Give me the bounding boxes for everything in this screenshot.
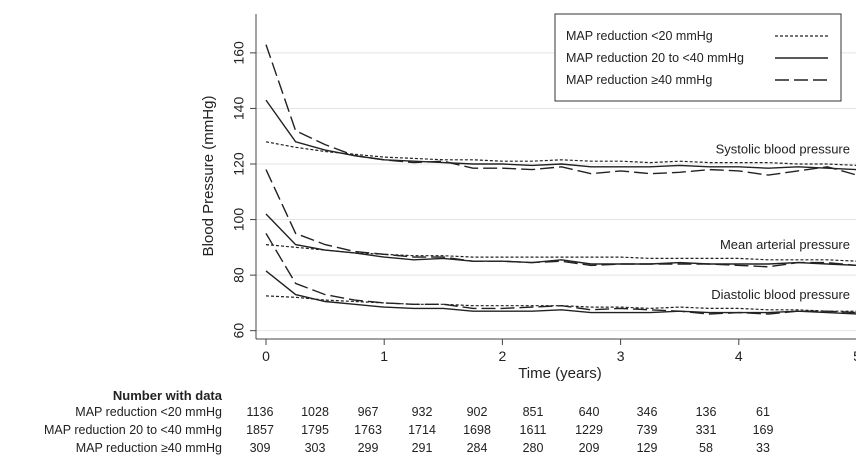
risk-cell: 280 bbox=[522, 441, 544, 455]
series-line bbox=[265, 244, 856, 262]
risk-cell: 33 bbox=[756, 441, 770, 455]
y-axis-ticks: 60 80 100 120 140 160 bbox=[231, 41, 256, 338]
y-tick-label: 100 bbox=[231, 208, 247, 232]
blood-pressure-chart: 60 80 100 120 140 160 0 1 2 3 4 5 Blood Pressure (… bbox=[200, 13, 856, 382]
legend-label: MAP reduction 20 to <40 mmHg bbox=[566, 51, 744, 65]
series-line bbox=[265, 169, 856, 268]
x-axis-ticks: 0 1 2 3 4 5 bbox=[262, 339, 856, 364]
risk-cell: 851 bbox=[522, 405, 544, 419]
risk-cell: 902 bbox=[466, 405, 488, 419]
risk-cell: 1763 bbox=[354, 423, 382, 437]
legend: MAP reduction <20 mmHg MAP reduction 20 t… bbox=[554, 13, 842, 102]
series-line bbox=[265, 99, 856, 171]
group-annotation: Diastolic blood pressure bbox=[711, 287, 850, 302]
group-annotations: Systolic blood pressure Mean arterial pre… bbox=[711, 141, 850, 302]
risk-row-label: MAP reduction 20 to <40 mmHg bbox=[44, 423, 222, 437]
risk-cell: 331 bbox=[695, 423, 717, 437]
risk-cell: 967 bbox=[357, 405, 379, 419]
risk-cell: 129 bbox=[636, 441, 658, 455]
legend-label: MAP reduction ≥40 mmHg bbox=[566, 73, 712, 87]
y-tick-label: 160 bbox=[231, 41, 247, 65]
group-annotation: Systolic blood pressure bbox=[716, 141, 850, 156]
risk-cell: 1028 bbox=[301, 405, 329, 419]
risk-cell: 309 bbox=[249, 441, 271, 455]
risk-cell: 1795 bbox=[301, 423, 329, 437]
y-tick-label: 60 bbox=[231, 323, 247, 339]
x-tick-label: 3 bbox=[617, 348, 625, 364]
risk-cell: 291 bbox=[411, 441, 433, 455]
risk-cell: 303 bbox=[304, 441, 326, 455]
risk-table-heading: Number with data bbox=[112, 388, 222, 403]
x-tick-label: 0 bbox=[262, 348, 270, 364]
risk-cell: 1611 bbox=[519, 423, 547, 437]
x-tick-label: 5 bbox=[853, 348, 856, 364]
risk-table-row: MAP reduction <20 mmHg 1136 1028 967 932 902 8… bbox=[0, 405, 856, 421]
risk-table-row: MAP reduction ≥40 mmHg 309 303 299 291 284 280… bbox=[0, 441, 856, 457]
x-tick-label: 4 bbox=[735, 348, 743, 364]
series-line bbox=[265, 44, 856, 176]
series-lines bbox=[265, 44, 856, 315]
risk-table-row: MAP reduction 20 to <40 mmHg 1857 1795 1763… bbox=[0, 423, 856, 439]
x-tick-label: 2 bbox=[499, 348, 507, 364]
series-line bbox=[265, 141, 856, 166]
y-tick-label: 120 bbox=[231, 152, 247, 176]
risk-cell: 1698 bbox=[463, 423, 491, 437]
y-tick-label: 140 bbox=[231, 97, 247, 121]
risk-cell: 1229 bbox=[575, 423, 603, 437]
series-line bbox=[265, 233, 856, 315]
y-axis-title: Blood Pressure (mmHg) bbox=[200, 96, 217, 257]
risk-cell: 284 bbox=[466, 441, 488, 455]
x-axis-title: Time (years) bbox=[518, 365, 602, 382]
series-line bbox=[265, 270, 856, 315]
risk-cell: 346 bbox=[636, 405, 658, 419]
group-annotation: Mean arterial pressure bbox=[720, 237, 850, 252]
y-tick-label: 80 bbox=[231, 267, 247, 283]
risk-cell: 209 bbox=[578, 441, 600, 455]
risk-cell: 169 bbox=[752, 423, 774, 437]
risk-row-label: MAP reduction ≥40 mmHg bbox=[75, 441, 222, 455]
risk-cell: 640 bbox=[578, 405, 600, 419]
risk-cell: 1857 bbox=[246, 423, 274, 437]
risk-cell: 58 bbox=[699, 441, 713, 455]
x-tick-label: 1 bbox=[380, 348, 388, 364]
risk-cell: 299 bbox=[357, 441, 379, 455]
risk-cell: 1136 bbox=[246, 405, 274, 419]
risk-cell: 1714 bbox=[408, 423, 436, 437]
risk-cell: 136 bbox=[695, 405, 717, 419]
risk-row-label: MAP reduction <20 mmHg bbox=[75, 405, 222, 419]
risk-cell: 932 bbox=[411, 405, 433, 419]
axes bbox=[255, 14, 856, 340]
series-line bbox=[265, 213, 856, 267]
risk-cell: 61 bbox=[756, 405, 770, 419]
risk-cell: 739 bbox=[636, 423, 658, 437]
legend-label: MAP reduction <20 mmHg bbox=[566, 29, 713, 43]
